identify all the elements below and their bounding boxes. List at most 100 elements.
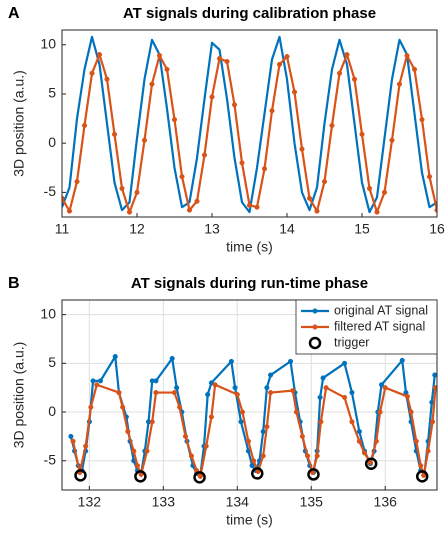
data-point [144, 448, 150, 454]
data-point [66, 208, 73, 214]
x-tick-label: 16 [429, 221, 445, 237]
data-point [171, 117, 178, 123]
data-point [149, 419, 155, 425]
plot-area [68, 353, 437, 484]
data-point [404, 393, 410, 400]
data-point [377, 409, 383, 415]
data-point [321, 179, 328, 185]
data-point [249, 463, 255, 469]
data-point [153, 390, 159, 396]
data-point [351, 76, 358, 82]
data-point [224, 58, 230, 65]
x-tick-label: 135 [300, 494, 324, 510]
data-point [125, 428, 131, 435]
data-point [209, 94, 215, 100]
axes-box [61, 29, 438, 218]
data-point [299, 433, 305, 439]
x-tick-label: 13 [204, 221, 220, 237]
data-point [245, 438, 251, 444]
data-point [430, 419, 436, 425]
data-point [131, 448, 137, 454]
data-point [284, 54, 290, 60]
data-point [205, 391, 211, 398]
plot-area [62, 35, 437, 215]
data-point [254, 204, 260, 210]
y-axis-label: 3D position (a.u.) [11, 342, 27, 449]
data-point [70, 438, 76, 444]
data-point [276, 61, 283, 67]
data-point [381, 189, 388, 195]
data-point [212, 382, 218, 388]
data-point [156, 53, 163, 59]
data-point [120, 404, 126, 410]
data-point [186, 207, 193, 213]
y-tick-label: -5 [44, 183, 57, 199]
x-tick-label: 11 [55, 221, 70, 237]
axes-box [61, 299, 438, 491]
y-axis-label: 3D position (a.u.) [11, 70, 27, 177]
data-point [329, 122, 335, 129]
trigger-marker [134, 470, 147, 483]
chart-title: AT signals during run-time phase [131, 275, 368, 292]
data-point [68, 433, 74, 439]
data-point [216, 55, 223, 62]
trigger-marker [364, 457, 378, 470]
y-tick-label: 10 [40, 305, 56, 321]
x-tick-label: 133 [152, 494, 176, 510]
data-point [291, 89, 298, 95]
data-point [404, 53, 410, 59]
data-point [361, 450, 368, 456]
legend-marker [312, 324, 318, 330]
chart-title: AT signals during calibration phase [123, 5, 376, 22]
x-axis-label: time (s) [226, 512, 273, 528]
data-point [134, 463, 140, 469]
data-point [134, 189, 140, 195]
data-point [90, 378, 96, 384]
data-point [264, 424, 270, 430]
data-point [341, 360, 348, 366]
data-point [349, 390, 355, 396]
data-point [94, 382, 100, 388]
x-tick-label: 12 [129, 221, 145, 237]
data-point [411, 66, 418, 72]
data-point [306, 195, 313, 201]
data-point [171, 390, 177, 396]
data-point [153, 378, 159, 384]
data-point [336, 70, 343, 76]
data-point [169, 355, 175, 362]
axes: -5 0 5 10 11 12 13 14 15 16 AT signals during cali… [8, 5, 445, 255]
trigger-marker [193, 471, 206, 484]
trigger-marker [415, 470, 429, 483]
data-point [96, 52, 103, 58]
data-point [177, 404, 183, 410]
data-point [305, 453, 311, 459]
y-tick-label: 5 [48, 354, 56, 370]
data-point [418, 463, 424, 469]
y-tick-label: 10 [40, 35, 56, 51]
data-point [232, 385, 238, 391]
data-point [396, 81, 403, 87]
data-point [239, 160, 245, 166]
data-point [260, 453, 266, 459]
data-point [203, 443, 209, 449]
data-point [164, 66, 170, 72]
axes: -5 0 5 10 132 133 134 135 136 AT signals during r… [8, 275, 438, 528]
data-point [234, 391, 240, 398]
data-point [299, 146, 305, 152]
x-axis-label: time (s) [226, 239, 273, 255]
trigger-marker [251, 467, 264, 480]
y-tick-label: 0 [48, 134, 56, 150]
data-point [314, 453, 320, 459]
data-point [382, 385, 388, 391]
data-point [264, 385, 270, 391]
data-point [260, 428, 266, 435]
data-point [374, 209, 380, 215]
data-point [81, 122, 88, 129]
y-tick-label: -5 [44, 451, 57, 467]
x-tick-label: 134 [226, 494, 250, 510]
data-point [268, 390, 274, 396]
data-point [149, 81, 155, 87]
data-point [261, 166, 268, 172]
data-point [323, 385, 329, 391]
